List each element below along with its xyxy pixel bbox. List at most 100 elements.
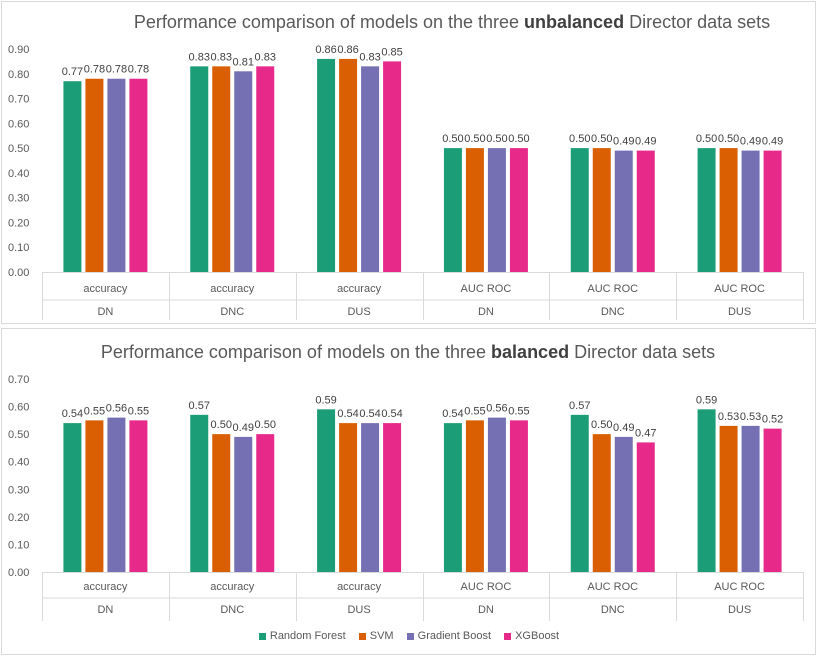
legend-label: Gradient Boost [417,630,492,643]
y-tick-label: 0.80 [8,69,29,81]
data-label: 0.85 [381,46,402,58]
bar-gradient-boost [487,417,506,572]
data-label: 0.49 [740,136,761,148]
data-label: 0.50 [591,133,612,145]
bar-xgboost [636,442,655,572]
category-metric-label: AUC ROC [461,283,512,295]
category-dataset-label: DNC [220,306,244,318]
data-label: 0.81 [233,56,254,68]
data-label: 0.50 [211,419,232,431]
data-label: 0.54 [442,408,463,420]
category-metric-label: accuracy [337,283,382,295]
bar-xgboost [383,61,402,273]
data-label: 0.49 [635,136,656,148]
data-label: 0.50 [442,133,463,145]
bar-xgboost [256,434,275,572]
bar-gradient-boost [107,417,126,572]
data-label: 0.50 [464,133,485,145]
data-label: 0.54 [337,408,358,420]
data-label: 0.57 [189,400,210,412]
data-label: 0.55 [464,405,485,417]
data-label: 0.49 [762,136,783,148]
data-label: 0.56 [106,403,127,415]
bar-gradient-boost [361,423,380,572]
category-dataset-label: DNC [220,604,244,616]
y-tick-label: 0.20 [8,512,29,524]
bar-gradient-boost [234,436,253,572]
data-label: 0.83 [189,51,210,63]
category-metric-label: AUC ROC [587,283,638,295]
data-label: 0.55 [84,405,105,417]
legend-item-random-forest: Random Forest [258,630,346,643]
bar-gradient-boost [107,78,126,272]
y-tick-label: 0.90 [8,44,29,56]
data-label: 0.50 [696,133,717,145]
data-label: 0.54 [381,408,402,420]
data-label: 0.57 [569,400,590,412]
data-label: 0.78 [128,64,149,76]
category-dataset-label: DN [97,604,113,616]
data-label: 0.54 [62,408,83,420]
bar-random-forest [697,148,716,272]
y-tick-label: 0.00 [8,267,29,279]
y-tick-label: 0.60 [8,118,29,130]
category-dataset-label: DUS [347,604,370,616]
data-label: 0.59 [696,394,717,406]
plot-balanced: 0.00 0.10 0.20 0.30 0.40 0.50 0.60 0.70 accuracy… [8,374,804,621]
y-tick-label: 0.10 [8,539,29,551]
data-label: 0.53 [740,411,761,423]
bar-random-forest [570,414,589,572]
category-metric-label: AUC ROC [587,581,638,593]
bar-gradient-boost [741,150,760,272]
bar-random-forest [190,66,209,272]
bar-svm [212,434,231,572]
plot-unbalanced: 0.00 0.10 0.20 0.30 0.40 0.50 0.60 0.70 0.80 0.90… [8,44,804,320]
category-dataset-label: DUS [347,306,370,318]
bar-random-forest [190,414,209,572]
bar-random-forest [570,148,589,272]
y-tick-label: 0.30 [8,484,29,496]
bar-xgboost [256,66,275,272]
category-dataset-label: DN [478,604,494,616]
legend-label: Random Forest [269,630,346,643]
bar-svm [85,78,104,272]
y-tick-label: 0.40 [8,457,29,469]
data-label: 0.50 [718,133,739,145]
y-tick-label: 0.70 [8,374,29,386]
category-metric-label: accuracy [337,581,382,593]
data-label: 0.83 [255,51,276,63]
legend-swatch [406,632,414,640]
bar-random-forest [443,423,462,572]
bar-xgboost [763,150,782,272]
data-label: 0.50 [255,419,276,431]
legend-label: XGBoost [515,630,560,643]
category-dataset-label: DUS [728,306,751,318]
bar-xgboost [383,423,402,572]
category-metric-label: AUC ROC [714,581,765,593]
bar-xgboost [509,148,528,272]
category-dataset-label: DNC [601,604,625,616]
legend-swatch [258,632,266,640]
data-label: 0.55 [508,405,529,417]
data-label: 0.54 [359,408,380,420]
bar-svm [339,423,358,572]
bar-random-forest [443,148,462,272]
bar-svm [719,148,738,272]
bar-xgboost [763,428,782,572]
chart-title-balanced: Performance comparison of models on the … [101,342,715,362]
bar-gradient-boost [614,150,633,272]
data-label: 0.83 [211,51,232,63]
chart-legend: Random Forest SVM Gradient Boost XGBoost [0,630,818,642]
bar-gradient-boost [487,148,506,272]
bar-random-forest [317,409,336,572]
data-label: 0.50 [591,419,612,431]
y-tick-label: 0.30 [8,193,29,205]
legend-item-gradient-boost: Gradient Boost [406,630,492,643]
legend-item-svm: SVM [358,630,394,642]
data-label: 0.49 [233,422,254,434]
bar-svm [339,58,358,273]
bar-gradient-boost [614,436,633,572]
data-label: 0.56 [486,403,507,415]
legend-swatch [358,632,366,640]
